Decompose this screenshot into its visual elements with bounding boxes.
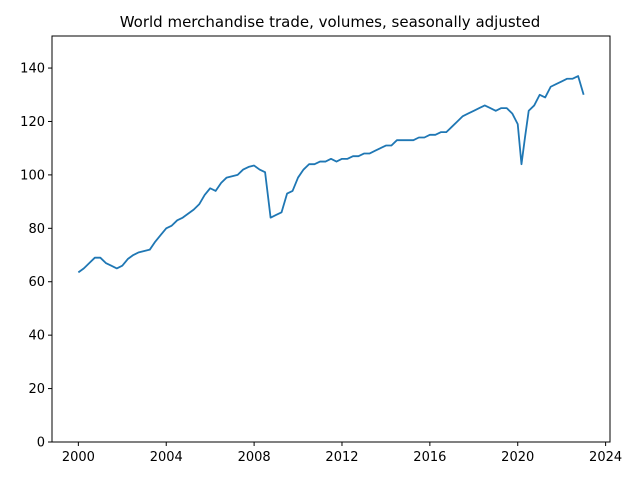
plot-frame: [51, 35, 611, 443]
y-tick-label: 40: [28, 329, 45, 344]
y-tick-label: 60: [28, 275, 45, 290]
plot-area: [77, 75, 585, 274]
y-axis: 0 20 40 60 80 100 120 140: [20, 62, 52, 451]
x-tick-label: 2016: [413, 450, 446, 465]
x-axis: 2000 2004 2008 2012 2016 2020 2024: [62, 442, 622, 465]
y-tick-label: 20: [28, 382, 45, 397]
x-tick-label: 2000: [62, 450, 95, 465]
y-tick-label: 100: [20, 168, 45, 183]
x-tick-label: 2024: [589, 450, 622, 465]
x-tick-label: 2012: [325, 450, 358, 465]
y-tick-label: 80: [28, 222, 45, 237]
y-tick-label: 0: [37, 436, 45, 451]
x-tick-label: 2020: [501, 450, 534, 465]
y-tick-label: 140: [20, 62, 45, 77]
x-tick-label: 2004: [150, 450, 183, 465]
series-line: [77, 75, 585, 274]
chart-title: World merchandise trade, volumes, season…: [120, 13, 541, 31]
y-tick-label: 120: [20, 115, 45, 130]
x-tick-label: 2008: [238, 450, 271, 465]
